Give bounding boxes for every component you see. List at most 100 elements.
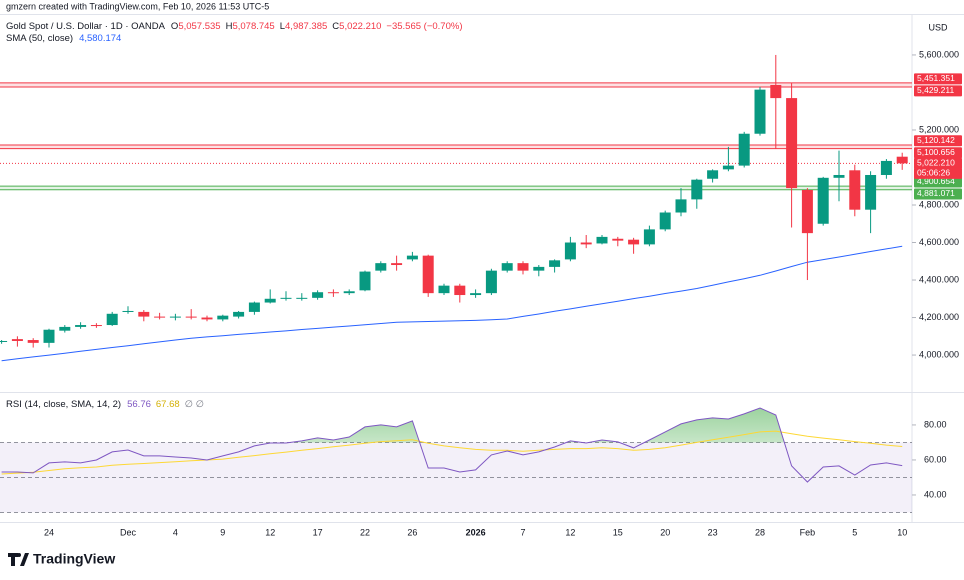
candle-body bbox=[849, 170, 861, 210]
candle-body bbox=[564, 242, 576, 260]
x-tick-label: 12 bbox=[565, 527, 575, 537]
candle-body bbox=[833, 174, 845, 178]
countdown-label-bg bbox=[914, 167, 962, 179]
y-tick-label: 5,200.000 bbox=[919, 124, 959, 134]
price-pane bbox=[0, 54, 912, 362]
x-tick-label: 20 bbox=[660, 527, 670, 537]
x-tick-label: 17 bbox=[313, 527, 323, 537]
candle-body bbox=[517, 263, 529, 271]
candle-body bbox=[201, 317, 213, 320]
rsi-tick-label: 60.00 bbox=[924, 454, 947, 464]
candle-body bbox=[659, 212, 671, 230]
candle-body bbox=[422, 255, 434, 294]
ohlc-value: 5,078.745 bbox=[232, 21, 274, 32]
candle-body bbox=[612, 238, 624, 241]
zone-label: 4,900.654 bbox=[917, 176, 955, 186]
logo-icon bbox=[8, 553, 29, 566]
candle-body bbox=[865, 174, 877, 210]
zone-label-bg bbox=[914, 188, 962, 200]
zone-label: 5,100.656 bbox=[917, 147, 955, 157]
rsi-overbought-fill bbox=[290, 408, 785, 443]
legend-title: Gold Spot / U.S. Dollar · 1D · OANDA O5,0… bbox=[6, 21, 462, 32]
candle-body bbox=[722, 165, 734, 170]
currency: USD bbox=[928, 22, 948, 32]
rsi-value: 56.76 bbox=[127, 399, 151, 410]
candle-body bbox=[90, 325, 102, 327]
candle-body bbox=[470, 293, 482, 296]
candle-body bbox=[501, 263, 513, 271]
candle-body bbox=[707, 170, 719, 179]
candle-body bbox=[786, 98, 798, 189]
x-tick-label: 7 bbox=[520, 527, 525, 537]
candle-body bbox=[375, 263, 387, 271]
candle-body bbox=[138, 311, 150, 317]
x-tick-label: Feb bbox=[800, 527, 816, 537]
candle-body bbox=[628, 239, 640, 245]
candle-body bbox=[406, 255, 418, 260]
ohlc-key: H bbox=[226, 21, 233, 32]
ohlc-key: L bbox=[280, 21, 285, 32]
ohlc-value: 5,057.535 bbox=[178, 21, 220, 32]
zone-label-bg bbox=[914, 73, 962, 85]
zone-label-bg bbox=[914, 147, 962, 159]
legend-symbol: Gold Spot / U.S. Dollar · 1D · OANDA bbox=[6, 21, 166, 32]
candle-body bbox=[549, 260, 561, 267]
candle-body bbox=[43, 329, 55, 343]
sma-legend: SMA (50, close) 4,580.174 bbox=[6, 33, 121, 44]
candle-body bbox=[122, 310, 134, 312]
zone-fill bbox=[0, 82, 912, 87]
zone-fill bbox=[0, 144, 912, 149]
logo-dot bbox=[17, 553, 21, 557]
candle-body bbox=[296, 297, 308, 299]
candle-body bbox=[580, 242, 592, 245]
zone-label: 5,451.351 bbox=[917, 73, 955, 83]
rsi-ma-line bbox=[1, 430, 903, 475]
last-price-label: 5,022.210 bbox=[917, 158, 955, 168]
candle-body bbox=[533, 266, 545, 271]
rsi-legend: RSI (14, close, SMA, 14, 2) 56.76 67.68 ∅ ∅ bbox=[6, 399, 204, 410]
x-tick-label: 23 bbox=[708, 527, 718, 537]
ohlc-key: C bbox=[332, 21, 339, 32]
y-tick-label: 5,600.000 bbox=[919, 49, 959, 59]
zone-label-bg bbox=[914, 135, 962, 147]
candle-body bbox=[643, 229, 655, 245]
candle-body bbox=[343, 291, 355, 294]
candle-body bbox=[754, 89, 766, 134]
candle-body bbox=[217, 315, 229, 320]
candle-body bbox=[770, 84, 782, 99]
sma-name: SMA (50, close) bbox=[6, 33, 73, 44]
countdown-label: 05:06:26 bbox=[917, 168, 950, 178]
ohlc-key: O bbox=[171, 21, 178, 32]
x-tick-label: Dec bbox=[120, 527, 137, 537]
x-tick-label: 5 bbox=[852, 527, 857, 537]
candle-body bbox=[59, 326, 71, 331]
change-value: −35.565 (−0.70%) bbox=[386, 21, 462, 32]
x-tick-label: 26 bbox=[407, 527, 417, 537]
zone-label: 5,120.142 bbox=[917, 135, 955, 145]
ohlc-value: 4,987.385 bbox=[285, 21, 327, 32]
candle-body bbox=[485, 270, 497, 294]
rsi-line bbox=[1, 407, 903, 483]
brand: TradingView bbox=[33, 551, 115, 567]
candle-body bbox=[233, 311, 245, 317]
rsi-ma-value: 67.68 bbox=[156, 399, 180, 410]
candle-body bbox=[185, 316, 197, 318]
zone-label-bg bbox=[914, 85, 962, 97]
y-tick-label: 4,000.000 bbox=[919, 349, 959, 359]
x-tick-label: 15 bbox=[613, 527, 623, 537]
x-tick-label: 22 bbox=[360, 527, 370, 537]
subtitle: gmzern created with TradingView.com, Feb… bbox=[6, 1, 269, 11]
candle-body bbox=[817, 177, 829, 224]
candle-body bbox=[312, 292, 324, 298]
candle-body bbox=[75, 325, 87, 327]
zone-label: 5,429.211 bbox=[917, 85, 954, 95]
candle-body bbox=[27, 340, 39, 343]
candle-body bbox=[169, 316, 181, 318]
candle-body bbox=[801, 189, 813, 234]
zone-label: 4,881.071 bbox=[917, 188, 955, 198]
rsi-extra: ∅ ∅ bbox=[185, 399, 204, 410]
candle-body bbox=[596, 236, 608, 244]
ohlc-value: 5,022.210 bbox=[339, 21, 381, 32]
candle-body bbox=[896, 156, 908, 164]
candle-body bbox=[11, 339, 23, 341]
